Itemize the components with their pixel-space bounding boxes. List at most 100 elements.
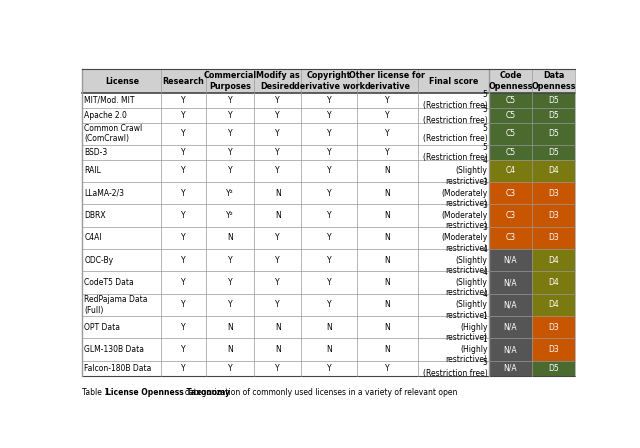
Text: D4: D4 [548,301,559,310]
Text: Y: Y [181,345,186,354]
Text: C5: C5 [506,111,515,120]
Text: 3
(Moderately
restrictive): 3 (Moderately restrictive) [441,223,488,253]
Text: RedPajama Data
(Full): RedPajama Data (Full) [84,295,148,314]
Text: Y: Y [326,211,332,220]
Text: Y: Y [326,278,332,287]
Text: D5: D5 [548,129,559,138]
Bar [83,338,575,361]
Text: Y: Y [181,96,186,105]
Bar [532,361,575,375]
Text: Table 1:: Table 1: [83,388,115,396]
Text: C3: C3 [506,211,515,220]
Text: D4: D4 [548,256,559,265]
Text: N: N [384,256,390,265]
Text: Y: Y [228,256,232,265]
Text: D3: D3 [548,189,559,198]
Text: 1
(Highly
restrictive): 1 (Highly restrictive) [445,312,488,342]
Text: 4
(Slightly
restrictive): 4 (Slightly restrictive) [445,267,488,297]
Text: LLaMA-2/3: LLaMA-2/3 [84,189,124,198]
Text: Y: Y [228,278,232,287]
Text: N: N [275,211,280,220]
Text: N/A: N/A [504,278,517,287]
Text: D5: D5 [548,96,559,105]
Text: Y: Y [181,211,186,220]
Bar [489,271,532,294]
Text: N/A: N/A [504,256,517,265]
Text: ODC-By: ODC-By [84,256,113,265]
Text: Y: Y [275,256,280,265]
Text: Falcon-180B Data: Falcon-180B Data [84,364,152,373]
Bar [83,145,575,160]
Text: C4: C4 [506,166,515,176]
Bar [489,108,532,122]
Text: D5: D5 [548,111,559,120]
Text: Code
Openness: Code Openness [488,71,532,90]
Bar [83,108,575,122]
Text: N: N [227,233,233,242]
Bar [489,249,532,271]
Text: Common Crawl
(ComCrawl): Common Crawl (ComCrawl) [84,124,143,143]
Text: 5
(Restriction free): 5 (Restriction free) [422,358,488,378]
Text: C3: C3 [506,189,515,198]
Bar [489,122,532,145]
Text: Y: Y [228,364,232,373]
Text: Y: Y [228,96,232,105]
Text: Final score: Final score [429,77,478,86]
Text: Y: Y [326,96,332,105]
Text: 3
(Moderately
restrictive): 3 (Moderately restrictive) [441,201,488,230]
Text: D3: D3 [548,345,559,354]
Text: N: N [227,323,233,332]
Text: Y: Y [228,129,232,138]
Text: License: License [105,77,139,86]
Bar [83,294,575,316]
Text: : categorization of commonly used licenses in a variety of relevant open: : categorization of commonly used licens… [180,388,457,396]
Bar [83,204,575,227]
Text: D5: D5 [548,364,559,373]
Text: Y²: Y² [226,189,234,198]
Text: 4
(Slightly
restrictive): 4 (Slightly restrictive) [445,246,488,275]
Text: N: N [275,189,280,198]
Text: 4
(Slightly
restrictive): 4 (Slightly restrictive) [445,290,488,320]
Text: DBRX: DBRX [84,211,106,220]
Bar [83,93,575,108]
Text: Copyright
derivative work: Copyright derivative work [294,71,365,90]
Text: License Openness Taxonomy: License Openness Taxonomy [106,388,230,396]
Bar [532,93,575,108]
Bar [83,182,575,204]
Text: C5: C5 [506,148,515,157]
Bar [489,160,532,182]
Text: Y: Y [326,233,332,242]
Bar [489,145,532,160]
Text: Y: Y [181,129,186,138]
Text: Y: Y [326,111,332,120]
Text: C4AI: C4AI [84,233,102,242]
Text: RAIL: RAIL [84,166,101,176]
Text: Y: Y [385,148,390,157]
Bar [83,249,575,271]
Text: N: N [384,323,390,332]
Text: N: N [384,189,390,198]
Bar [83,69,575,93]
Text: 3
(Moderately
restrictive): 3 (Moderately restrictive) [441,178,488,208]
Bar [83,271,575,294]
Text: N: N [275,323,280,332]
Bar [489,204,532,227]
Text: BSD-3: BSD-3 [84,148,108,157]
Text: N: N [384,345,390,354]
Text: D3: D3 [548,233,559,242]
Text: N: N [326,345,332,354]
Bar [83,316,575,338]
Text: Y: Y [181,364,186,373]
Text: Data
Openness: Data Openness [531,71,576,90]
Text: 5
(Restriction free): 5 (Restriction free) [422,142,488,162]
Bar [83,160,575,182]
Text: N: N [384,211,390,220]
Text: Y: Y [181,323,186,332]
Text: Y: Y [181,148,186,157]
Bar [532,294,575,316]
Bar [532,271,575,294]
Text: C3: C3 [506,233,515,242]
Text: Y: Y [275,233,280,242]
Text: N: N [384,301,390,310]
Text: Y: Y [228,111,232,120]
